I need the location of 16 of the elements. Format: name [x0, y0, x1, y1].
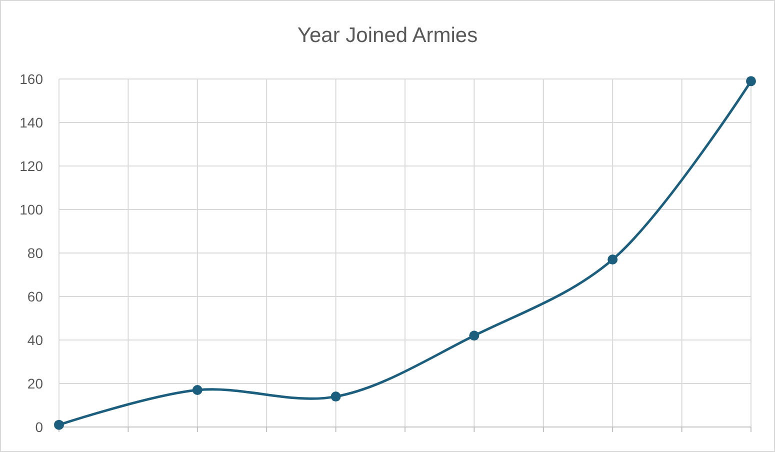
- point: [330, 392, 341, 402]
- y-tick-label: 100: [20, 201, 44, 218]
- y-tick-label: 80: [27, 244, 44, 261]
- point: [746, 76, 756, 86]
- y-tick-label: 140: [20, 114, 44, 130]
- point: [192, 385, 202, 396]
- point: [608, 254, 618, 265]
- y-tick-label: 0: [35, 418, 44, 435]
- chart-title: Year Joined Armies: [297, 24, 478, 47]
- y-tick-label: 40: [27, 332, 44, 348]
- point: [54, 420, 64, 430]
- point: [469, 330, 480, 341]
- y-tick-label: 20: [27, 375, 44, 392]
- y-tick-label: 120: [20, 158, 44, 174]
- y-tick-label: 60: [27, 288, 44, 304]
- y-tick-label: 160: [20, 70, 44, 87]
